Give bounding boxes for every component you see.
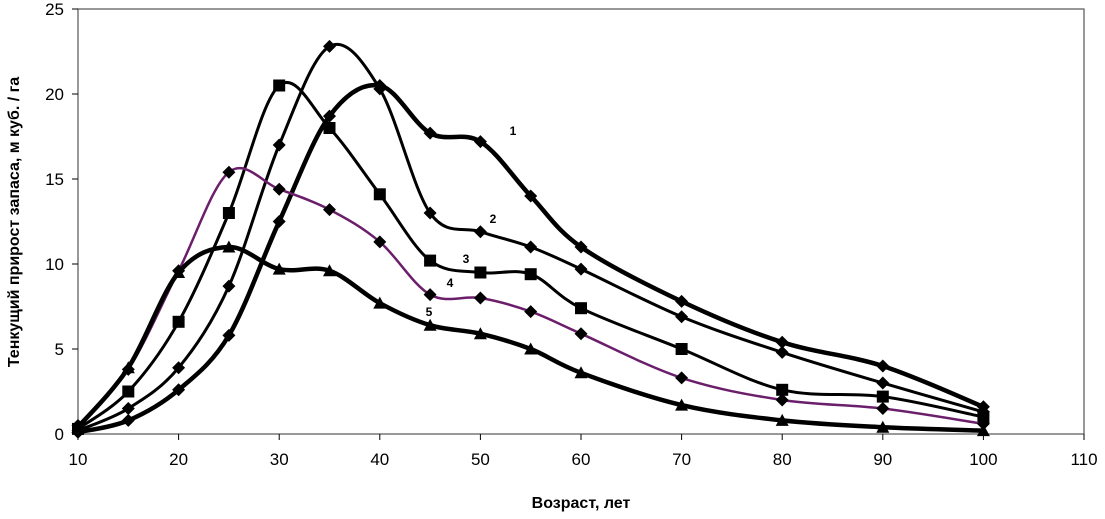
data-point bbox=[373, 82, 387, 96]
x-axis-title: Возраст, лет bbox=[532, 495, 631, 512]
data-point bbox=[575, 302, 587, 315]
data-point bbox=[675, 294, 689, 308]
data-point bbox=[121, 402, 135, 415]
data-point bbox=[373, 235, 387, 249]
data-point bbox=[71, 420, 85, 433]
data-point bbox=[272, 182, 286, 196]
x-tick-label: 60 bbox=[572, 450, 591, 469]
data-point bbox=[121, 361, 135, 374]
data-point bbox=[876, 420, 890, 433]
data-point bbox=[876, 390, 889, 403]
data-point bbox=[876, 402, 890, 415]
data-point bbox=[473, 225, 487, 239]
data-point bbox=[373, 296, 387, 309]
data-point bbox=[172, 361, 186, 375]
x-tick-label: 20 bbox=[169, 450, 188, 469]
data-point bbox=[222, 240, 236, 253]
data-point bbox=[524, 305, 538, 319]
plot-area bbox=[77, 8, 1085, 435]
y-tick-label: 25 bbox=[45, 0, 64, 19]
series-layer bbox=[71, 39, 990, 439]
data-point bbox=[424, 254, 437, 267]
data-point bbox=[574, 240, 588, 254]
data-point bbox=[675, 398, 689, 411]
data-point bbox=[574, 366, 588, 379]
data-point bbox=[373, 188, 386, 201]
x-tick-label: 80 bbox=[773, 450, 792, 469]
data-point bbox=[977, 411, 990, 423]
series-5 bbox=[71, 240, 990, 437]
data-point bbox=[473, 291, 487, 305]
data-point bbox=[323, 39, 336, 53]
x-tick-label: 100 bbox=[969, 450, 997, 469]
y-tick-label: 10 bbox=[45, 255, 64, 274]
x-tick-label: 50 bbox=[471, 450, 490, 469]
series-label-2: 2 bbox=[490, 212, 497, 226]
data-point bbox=[222, 165, 236, 179]
data-point bbox=[323, 264, 336, 277]
data-point bbox=[172, 383, 186, 397]
data-point bbox=[172, 315, 185, 328]
data-point bbox=[272, 215, 286, 228]
data-point bbox=[122, 385, 135, 398]
data-point bbox=[775, 345, 789, 359]
y-tick-label: 20 bbox=[45, 85, 64, 104]
data-point bbox=[775, 335, 789, 349]
data-point bbox=[524, 342, 538, 355]
data-point bbox=[776, 383, 789, 396]
series-label-3: 3 bbox=[463, 252, 470, 266]
series-2 bbox=[71, 39, 990, 438]
data-point bbox=[976, 417, 990, 431]
y-tick-label: 5 bbox=[55, 340, 64, 359]
data-point bbox=[222, 328, 236, 342]
data-point bbox=[222, 279, 236, 293]
data-point bbox=[775, 393, 789, 407]
data-point bbox=[473, 135, 487, 149]
data-point bbox=[272, 138, 286, 152]
series-label-4: 4 bbox=[447, 276, 454, 290]
data-point bbox=[423, 318, 437, 331]
data-point bbox=[222, 207, 235, 219]
data-point bbox=[423, 288, 437, 302]
data-point bbox=[775, 413, 789, 426]
data-point bbox=[524, 189, 538, 203]
y-tick-label: 0 bbox=[55, 425, 64, 444]
data-point bbox=[121, 413, 135, 427]
data-point bbox=[524, 240, 538, 254]
data-point bbox=[423, 126, 437, 140]
data-point bbox=[323, 109, 336, 123]
x-tick-label: 40 bbox=[370, 450, 389, 469]
series-label-1: 1 bbox=[510, 124, 517, 138]
data-point bbox=[172, 266, 186, 278]
data-point bbox=[423, 206, 437, 220]
y-axis: 0 5 10 15 20 25 bbox=[45, 0, 78, 444]
data-point bbox=[323, 203, 336, 217]
y-axis-title: Тенкущий прирост запаса, м куб. / га bbox=[6, 77, 23, 367]
data-point bbox=[474, 266, 487, 279]
series-label-layer: 1 2 34 5 bbox=[426, 124, 517, 319]
data-point bbox=[675, 310, 689, 324]
x-tick-label: 30 bbox=[270, 450, 289, 469]
series-line bbox=[76, 43, 985, 433]
data-point bbox=[876, 376, 890, 390]
data-point bbox=[273, 79, 286, 92]
y-tick-label: 15 bbox=[45, 170, 64, 189]
data-point bbox=[574, 327, 588, 341]
data-point bbox=[524, 268, 537, 281]
data-point bbox=[976, 424, 990, 437]
data-point bbox=[323, 122, 336, 134]
data-point bbox=[574, 262, 588, 276]
data-point bbox=[272, 262, 286, 275]
x-tick-label: 90 bbox=[873, 450, 892, 469]
data-point bbox=[473, 327, 487, 340]
x-tick-label: 70 bbox=[672, 450, 691, 469]
data-point bbox=[675, 371, 689, 385]
data-point bbox=[876, 359, 890, 373]
x-axis: 10 20 30 40 50 60 70 80 90 100 110 bbox=[69, 434, 1098, 469]
data-point bbox=[675, 343, 688, 355]
x-tick-label: 110 bbox=[1070, 450, 1097, 469]
x-tick-label: 10 bbox=[69, 450, 88, 469]
series-label-5: 5 bbox=[426, 305, 433, 319]
